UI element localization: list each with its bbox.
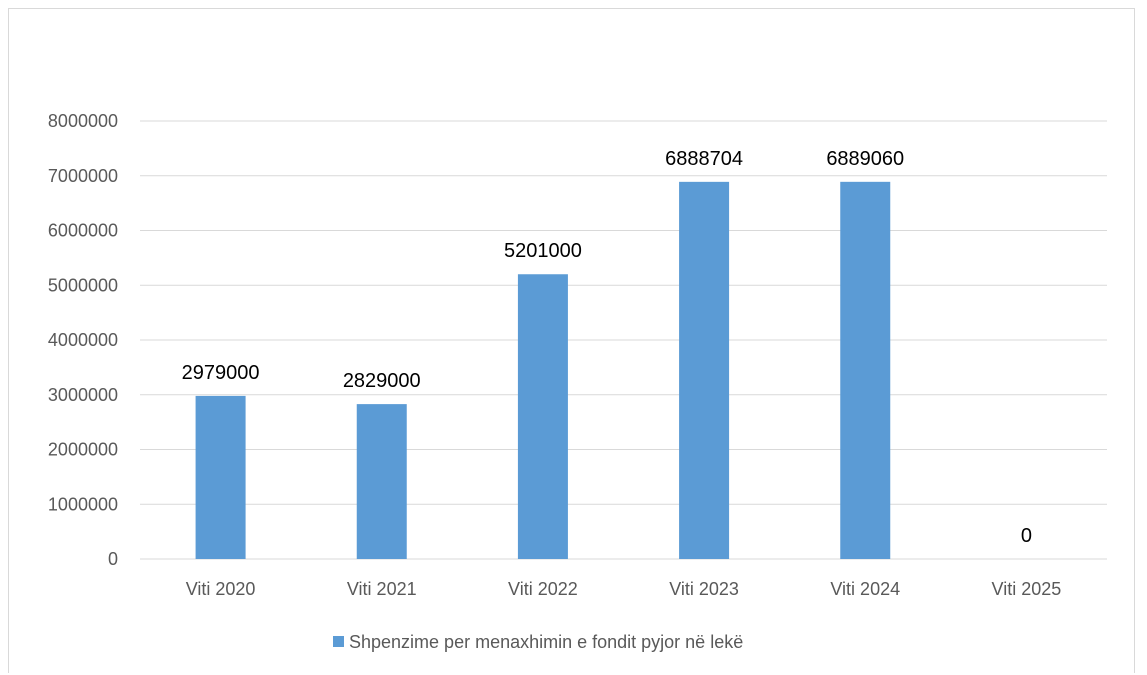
bar [356,404,407,559]
data-label: 6888704 [665,148,743,170]
x-category-label: Viti 2024 [830,579,900,599]
bar [679,181,730,560]
y-tick-label: 5000000 [48,275,118,295]
y-tick-label: 6000000 [48,221,118,241]
y-tick-label: 4000000 [48,330,118,350]
x-category-label: Viti 2021 [347,579,417,599]
data-label: 5201000 [504,240,582,262]
y-axis-tick-labels: 0 1000000 2000000 3000000 4000000 5000000 6000… [48,111,118,569]
data-label: 2829000 [343,370,421,392]
y-tick-label: 8000000 [48,111,118,131]
data-label: 0 [1021,525,1032,547]
x-category-label: Viti 2025 [992,579,1062,599]
y-tick-label: 3000000 [48,385,118,405]
data-label: 6889060 [826,148,904,170]
bars [195,181,891,560]
bar [517,274,568,559]
data-labels: 2979000 2829000 5201000 6888704 6889060 0 [182,148,1032,547]
y-tick-label: 1000000 [48,494,118,514]
y-tick-label: 0 [108,549,118,569]
bar [195,395,246,559]
gridlines [140,120,1107,560]
x-category-label: Viti 2020 [186,579,256,599]
legend: Shpenzime per menaxhimin e fondit pyjor … [333,632,743,652]
y-tick-label: 2000000 [48,440,118,460]
bar [840,181,891,559]
x-axis-category-labels: Viti 2020 Viti 2021 Viti 2022 Viti 2023 Viti… [186,579,1062,599]
y-tick-label: 7000000 [48,166,118,186]
chart-frame [8,8,1135,673]
x-category-label: Viti 2023 [669,579,739,599]
x-category-label: Viti 2022 [508,579,578,599]
legend-swatch-icon [333,636,344,647]
legend-label: Shpenzime per menaxhimin e fondit pyjor … [349,632,743,652]
data-label: 2979000 [182,362,260,384]
